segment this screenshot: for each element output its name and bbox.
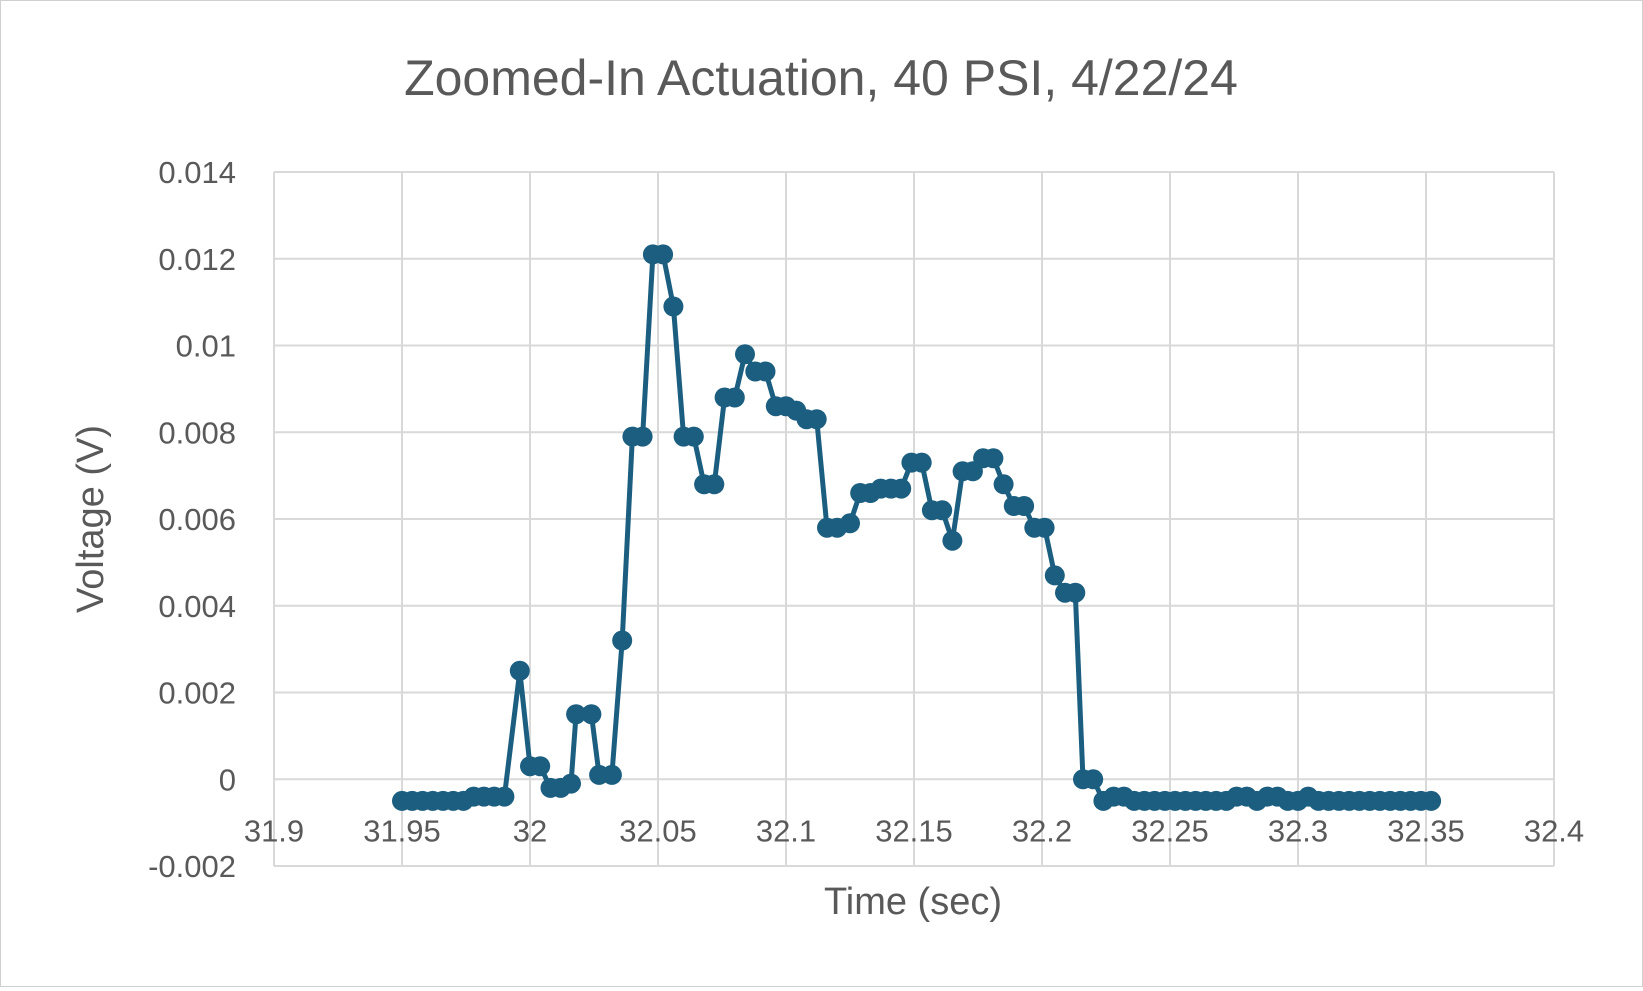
x-tick-label: 32.4 <box>1524 813 1584 848</box>
y-tick-label: 0.008 <box>158 415 236 450</box>
data-point <box>704 474 725 495</box>
data-point <box>509 660 530 681</box>
x-tick-label: 32.1 <box>756 813 816 848</box>
x-tick-label: 32.05 <box>619 813 697 848</box>
data-point <box>653 244 674 265</box>
data-point <box>561 773 581 794</box>
data-point <box>942 530 963 551</box>
x-tick-label: 32 <box>513 813 547 848</box>
tick-layer: 31.9 31.95 32 32.05 32.1 32.15 32.2 32.25 32.3 32… <box>148 155 1584 884</box>
y-tick-label: 0.002 <box>158 676 236 711</box>
x-tick-label: 32.3 <box>1268 813 1328 848</box>
y-tick-label: 0.01 <box>176 329 236 364</box>
y-tick-label: 0.012 <box>158 242 236 277</box>
data-point <box>632 426 653 447</box>
data-point <box>724 387 745 408</box>
y-tick-label: 0.006 <box>158 502 236 537</box>
x-tick-label: 31.95 <box>363 813 441 848</box>
y-axis-title: Voltage (V) <box>70 425 112 613</box>
data-point <box>840 513 860 534</box>
data-point <box>735 344 755 365</box>
data-point <box>755 361 776 382</box>
x-tick-label: 32.2 <box>1012 813 1072 848</box>
data-point <box>891 478 912 499</box>
data-point <box>983 448 1004 469</box>
data-point <box>1083 769 1104 790</box>
x-tick-label: 32.15 <box>875 813 953 848</box>
data-point <box>993 474 1014 495</box>
data-point <box>911 452 932 473</box>
data-point <box>806 409 827 430</box>
data-point <box>1014 496 1035 516</box>
data-point <box>1044 565 1065 586</box>
y-tick-label: 0.014 <box>158 155 236 190</box>
y-tick-label: 0 <box>219 762 236 797</box>
x-tick-label: 31.9 <box>244 813 304 848</box>
x-tick-label: 32.35 <box>1387 813 1465 848</box>
data-point <box>612 630 633 651</box>
data-point <box>1065 582 1086 603</box>
data-point <box>663 296 684 317</box>
data-point <box>1421 790 1442 811</box>
x-axis-title: Time (sec) <box>824 881 1002 923</box>
data-point <box>683 426 704 447</box>
data-point <box>932 500 953 521</box>
data-point <box>494 786 515 807</box>
series-line <box>402 251 1432 804</box>
data-point <box>566 704 587 725</box>
data-point <box>601 764 622 785</box>
x-tick-label: 32.25 <box>1131 813 1209 848</box>
data-point <box>1034 517 1055 538</box>
data-point <box>530 756 551 777</box>
y-tick-label: -0.002 <box>148 849 236 884</box>
chart-title: Zoomed-In Actuation, 40 PSI, 4/22/24 <box>404 50 1238 106</box>
grid-layer <box>273 171 1555 867</box>
series-layer <box>392 244 1442 811</box>
data-point <box>581 704 602 725</box>
y-tick-label: 0.004 <box>158 589 236 624</box>
